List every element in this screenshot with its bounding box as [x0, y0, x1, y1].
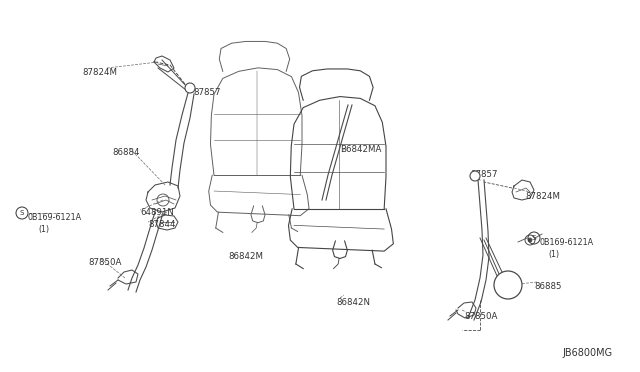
- Text: 87844: 87844: [148, 220, 175, 229]
- Text: 87850A: 87850A: [464, 312, 497, 321]
- Text: 87824M: 87824M: [82, 68, 117, 77]
- Text: 87850A: 87850A: [88, 258, 122, 267]
- Text: 87857: 87857: [193, 88, 221, 97]
- Circle shape: [494, 271, 522, 299]
- Text: (1): (1): [548, 250, 559, 259]
- Text: 87824M: 87824M: [525, 192, 560, 201]
- Circle shape: [525, 235, 535, 245]
- Text: JB6800MG: JB6800MG: [562, 348, 612, 358]
- Text: 86885: 86885: [534, 282, 561, 291]
- Text: 0B169-6121A: 0B169-6121A: [540, 238, 594, 247]
- Text: 0B169-6121A: 0B169-6121A: [28, 213, 82, 222]
- Text: B6842MA: B6842MA: [340, 145, 381, 154]
- Text: (1): (1): [38, 225, 49, 234]
- Circle shape: [528, 238, 532, 242]
- Text: S: S: [532, 235, 536, 241]
- Text: 64891N: 64891N: [140, 208, 174, 217]
- Text: 87857: 87857: [470, 170, 497, 179]
- Text: 86884: 86884: [112, 148, 140, 157]
- Circle shape: [470, 171, 480, 181]
- Text: 86842M: 86842M: [228, 252, 263, 261]
- Text: 86842N: 86842N: [336, 298, 370, 307]
- Circle shape: [185, 83, 195, 93]
- Text: S: S: [20, 210, 24, 216]
- Circle shape: [504, 281, 512, 289]
